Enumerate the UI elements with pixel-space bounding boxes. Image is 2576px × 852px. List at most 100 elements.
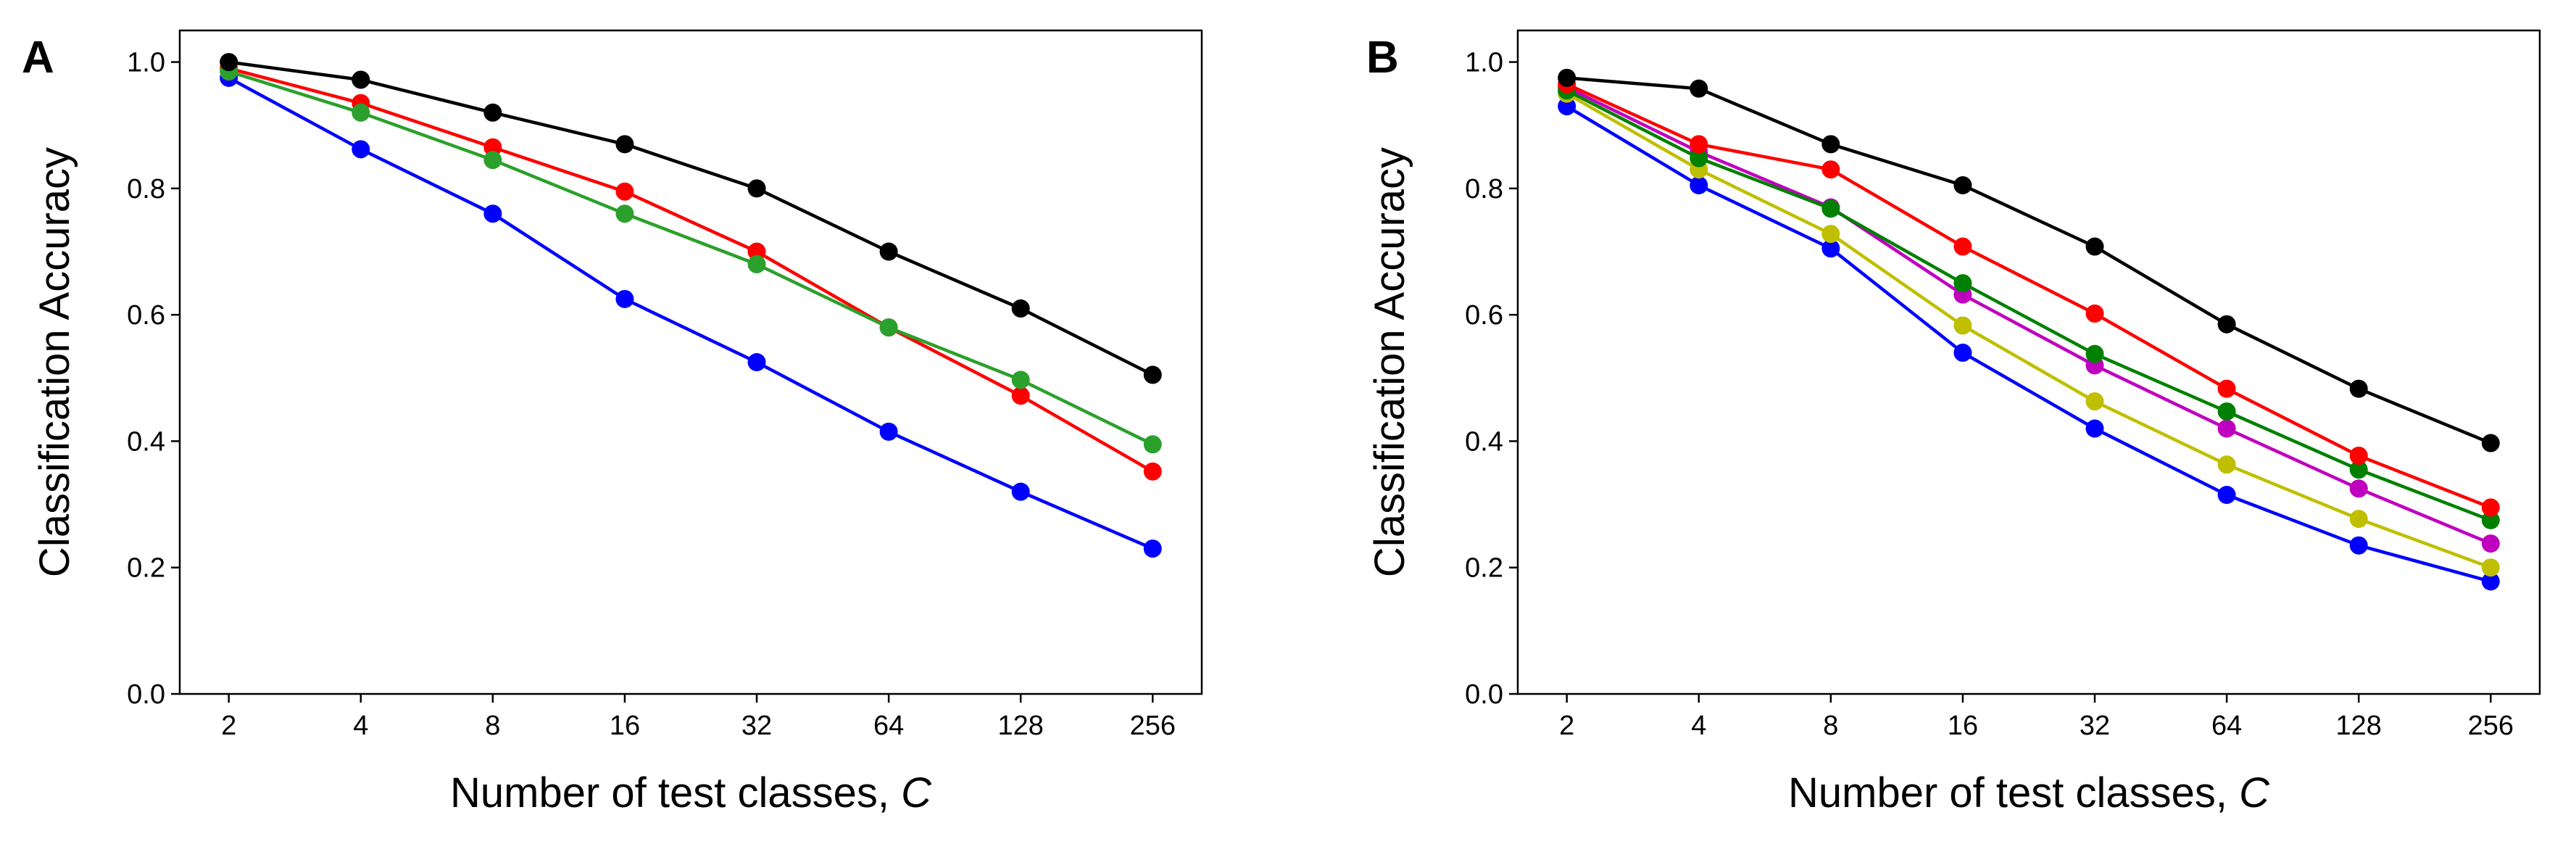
panel-a-point-red [747,242,766,261]
panel-a-point-green [1011,371,1030,389]
panel-b-point-magenta [2481,534,2500,553]
panel-b-point-green [2481,510,2500,529]
panel-a-xtick-label: 256 [1130,711,1176,741]
panel-a-point-blue [1011,482,1030,501]
panel-a-point-green [879,318,898,337]
panel-b-point-black [2481,434,2500,452]
panel-a-xtick-label: 4 [353,711,368,741]
panel-b-point-blue [1558,97,1576,116]
panel-b-point-black [1821,135,1840,154]
panel-b-xtick-label: 128 [2336,711,2382,741]
panel-b-xtick-label: 8 [1823,711,1838,741]
panel-b-point-red [2217,379,2236,398]
panel-a-point-red [1143,462,1162,481]
panel-b-point-red [1821,160,1840,179]
panel-b-xtick-label: 4 [1691,711,1706,741]
panel-b-ytick-label: 0.6 [1465,300,1503,331]
panel-b-point-blue [1690,176,1708,194]
panel-a-point-black [879,242,898,261]
panel-b-ytick-label: 0.4 [1465,426,1503,457]
panel-a-point-blue [1143,539,1162,558]
panel-a-point-red [1011,386,1030,405]
panel-a-ytick-label: 1.0 [127,48,165,78]
panel-b-point-yellow [1953,316,1972,335]
panel-a-point-black [220,53,238,72]
panel-a-ytick-label: 0.8 [127,174,165,204]
panel-a-ytick-label: 0.2 [127,553,165,584]
panel-b-point-black [1690,79,1708,98]
panel-a-point-red [483,138,502,157]
panel-b-series-line-magenta [1566,86,2492,545]
panel-b-point-yellow [2217,455,2236,474]
panel-a-plot-frame [178,29,1203,695]
panel-b-point-yellow [2085,392,2104,411]
panel-b-point-green [2085,344,2104,363]
panel-b-point-red [1690,135,1708,154]
panel-a-xtick-label: 128 [998,711,1044,741]
panel-b-series-line-black [1566,76,2492,445]
panel-a-letter: A [22,33,54,83]
panel-b-ytick-label: 0.2 [1465,553,1503,584]
panel-b-series-line-green [1566,88,2492,522]
panel-b-point-blue [2349,536,2368,555]
panel-b-xtick-label: 2 [1559,711,1574,741]
panel-b-letter: B [1366,33,1399,83]
panel-a-point-green [747,255,766,273]
panel-b-point-green [1690,149,1708,167]
panel-b-point-red [1953,237,1972,256]
panel-a-xtick-label: 8 [485,711,500,741]
panel-b-point-blue [1953,343,1972,362]
panel-a-x-axis-title: Number of test classes, C [450,769,932,816]
panel-a-point-blue [483,204,502,223]
panel-b-ytick-label: 1.0 [1465,48,1503,78]
panel-a-point-green [352,103,370,122]
panel-b-point-yellow [1821,225,1840,244]
panel-b-series-line-blue [1566,104,2491,584]
panel-a-xtick-label: 32 [741,711,772,741]
panel-b-point-black [2085,237,2104,256]
panel-b-point-magenta [2217,419,2236,438]
panel-a-point-blue [615,289,634,308]
panel-a-series-line-blue [228,76,1154,550]
panel-a-point-black [1143,365,1162,384]
panel-a-ytick-label: 0.0 [127,679,165,710]
panel-a-point-black [615,135,634,154]
panel-a-series-line-green [228,70,1154,446]
panel-a-point-black [747,179,766,198]
panel-b-point-green [2349,460,2368,479]
panel-a-point-blue [352,140,370,159]
panel-b-chart: B 0.0 0.2 0.4 0.6 0.8 1.0 2 4 8 16 32 64 128 256 Number… [1366,29,2541,816]
panel-a-series-line-black [228,60,1154,376]
panel-b-point-blue [2481,572,2500,591]
panel-a-point-black [483,103,502,122]
panel-a-y-axis-title: Classification Accuracy [31,147,78,577]
panel-b-point-blue [1821,239,1840,258]
panel-b-point-yellow [2481,558,2500,577]
panel-b-xtick-label: 32 [2080,711,2110,741]
panel-b-point-red [2349,446,2368,465]
panel-b-plot-frame [1516,29,2541,695]
panel-a-point-green [483,151,502,170]
panel-a-point-black [1011,299,1030,318]
panel-b-point-green [2217,402,2236,421]
panel-b-point-black [1953,176,1972,194]
panel-b-y-axis-title: Classification Accuracy [1366,147,1413,577]
panel-b-point-black [2349,379,2368,398]
panel-a-xtick-label: 16 [610,711,640,741]
panel-b-point-green [1821,199,1840,218]
panel-b-point-red [2085,304,2104,323]
panel-b-point-red [2481,498,2500,517]
panel-a-series-line-red [228,67,1154,473]
panel-a-point-red [615,182,634,201]
panel-b-point-magenta [2349,479,2368,498]
panel-a-xtick-label: 64 [873,711,904,741]
panel-b-x-axis-title: Number of test classes, C [1788,769,2270,816]
panel-a-chart: A 0.0 0.2 0.4 0.6 0.8 1.0 2 4 8 16 32 64 128 256 Number… [22,29,1203,816]
panel-a-xtick-label: 2 [221,711,236,741]
panel-b-point-black [1558,68,1576,87]
panel-b-point-black [2217,315,2236,334]
panel-b-series-line-red [1566,83,2492,509]
panel-a-point-black [352,70,370,89]
